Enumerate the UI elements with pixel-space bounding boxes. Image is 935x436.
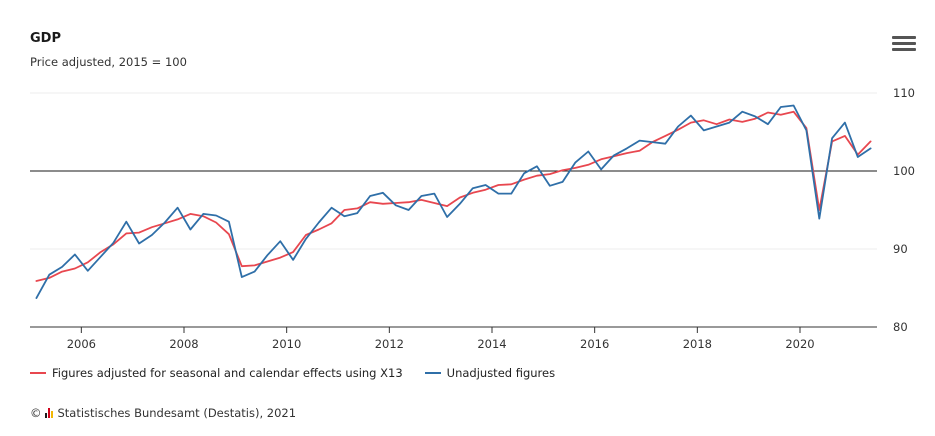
x-tick-label: 2018 <box>683 337 712 351</box>
legend-label-unadjusted: Unadjusted figures <box>446 366 556 380</box>
series-line-adjusted <box>35 110 872 282</box>
x-tick-label: 2020 <box>785 337 814 351</box>
x-tick-label: 2012 <box>375 337 404 351</box>
x-tick-label: 2006 <box>67 337 96 351</box>
chart-subtitle: Price adjusted, 2015 = 100 <box>30 55 187 69</box>
y-tick-label: 100 <box>893 164 915 178</box>
destatis-logo-icon <box>44 408 54 418</box>
x-tick-label: 2010 <box>272 337 301 351</box>
credits-text[interactable]: Statistisches Bundesamt (Destatis), 2021 <box>57 406 297 420</box>
copyright-symbol: © <box>30 406 42 420</box>
y-tick-label: 110 <box>893 86 915 100</box>
legend-item-adjusted[interactable]: Figures adjusted for seasonal and calend… <box>30 366 403 380</box>
legend-swatch-unadjusted <box>424 372 441 374</box>
series-line-unadjusted <box>35 104 872 300</box>
x-tick-label: 2016 <box>580 337 609 351</box>
x-tick-label: 2008 <box>169 337 198 351</box>
legend-item-unadjusted[interactable]: Unadjusted figures <box>424 366 556 380</box>
menu-bar <box>892 42 916 45</box>
y-tick-label: 80 <box>893 320 908 334</box>
legend: Figures adjusted for seasonal and calend… <box>30 366 577 380</box>
x-tick-label: 2014 <box>477 337 506 351</box>
menu-bar <box>892 48 916 51</box>
credits: © Statistisches Bundesamt (Destatis), 20… <box>30 406 296 420</box>
chart-title: GDP <box>30 31 61 46</box>
menu-bar <box>892 36 916 39</box>
hamburger-menu-icon[interactable] <box>892 36 916 56</box>
legend-swatch-adjusted <box>30 372 46 374</box>
y-tick-label: 90 <box>893 242 908 256</box>
legend-label-adjusted: Figures adjusted for seasonal and calend… <box>52 366 403 380</box>
